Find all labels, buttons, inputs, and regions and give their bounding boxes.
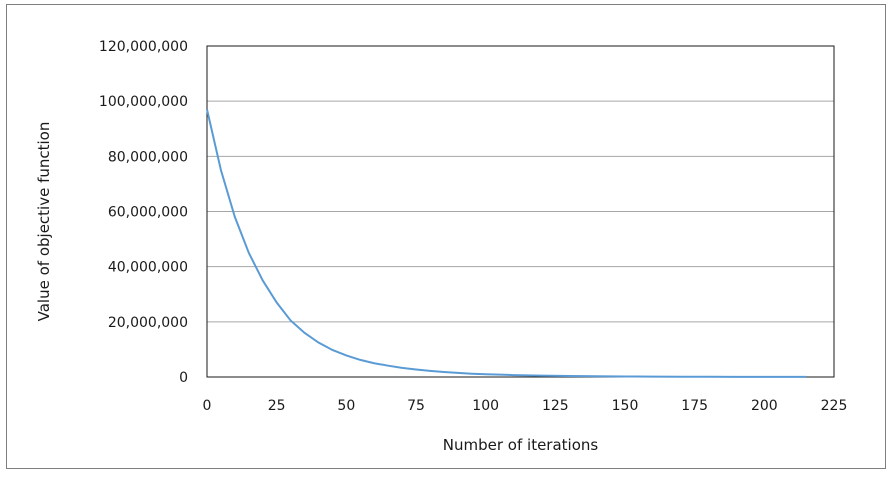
x-tick-label: 175 xyxy=(681,398,708,414)
x-tick-label: 125 xyxy=(542,398,569,414)
y-tick-label: 80,000,000 xyxy=(108,149,188,165)
plot-area-border xyxy=(206,45,835,378)
x-tick-label: 200 xyxy=(751,398,778,414)
x-tick-label: 100 xyxy=(472,398,499,414)
y-tick-label: 0 xyxy=(179,370,188,386)
y-axis-label: Value of objective function xyxy=(35,122,53,322)
y-tick-label: 20,000,000 xyxy=(108,315,188,331)
x-axis-ticks: 0 25 50 75 100 125 150 175 200 225 xyxy=(203,398,848,414)
x-tick-label: 50 xyxy=(337,398,355,414)
series-line xyxy=(206,109,807,378)
x-axis-label: Number of iterations xyxy=(443,436,599,454)
chart-svg: 0 20,000,000 40,000,000 60,000,000 80,000,00… xyxy=(35,39,848,454)
x-tick-label: 0 xyxy=(203,398,212,414)
chart-frame: 0 20,000,000 40,000,000 60,000,000 80,000,00… xyxy=(6,4,886,469)
x-tick-label: 150 xyxy=(612,398,639,414)
y-tick-label: 40,000,000 xyxy=(108,260,188,276)
gridlines xyxy=(207,100,834,323)
y-axis-ticks: 0 20,000,000 40,000,000 60,000,000 80,000,00… xyxy=(99,39,188,386)
x-tick-label: 25 xyxy=(268,398,286,414)
y-tick-label: 100,000,000 xyxy=(99,94,188,110)
x-tick-label: 75 xyxy=(407,398,425,414)
y-tick-label: 120,000,000 xyxy=(99,39,188,55)
x-tick-label: 225 xyxy=(821,398,848,414)
y-tick-label: 60,000,000 xyxy=(108,205,188,221)
